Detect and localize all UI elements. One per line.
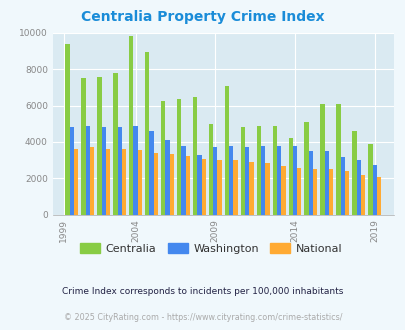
Bar	[161, 101, 165, 214]
Bar	[296, 168, 301, 214]
Bar	[85, 125, 90, 214]
Bar	[81, 79, 85, 214]
Bar	[276, 146, 281, 214]
Bar	[328, 170, 333, 214]
Bar	[272, 125, 276, 214]
Bar	[153, 153, 158, 215]
Bar	[117, 127, 121, 214]
Bar	[101, 127, 106, 214]
Bar	[304, 122, 308, 214]
Bar	[320, 104, 324, 214]
Bar	[113, 73, 117, 215]
Bar	[65, 44, 70, 214]
Bar	[292, 146, 296, 214]
Bar	[165, 140, 169, 214]
Bar	[213, 148, 217, 214]
Bar	[335, 104, 340, 214]
Text: Centralia Property Crime Index: Centralia Property Crime Index	[81, 10, 324, 24]
Bar	[256, 125, 260, 214]
Bar	[376, 177, 380, 214]
Bar	[367, 144, 372, 214]
Bar	[356, 160, 360, 214]
Bar	[372, 165, 376, 214]
Bar	[344, 171, 348, 214]
Bar	[352, 131, 356, 214]
Bar	[224, 85, 228, 214]
Bar	[133, 125, 137, 214]
Bar	[308, 151, 312, 214]
Bar	[208, 124, 213, 214]
Bar	[217, 160, 221, 214]
Bar	[312, 170, 317, 214]
Bar	[177, 99, 181, 214]
Bar	[137, 150, 142, 214]
Bar	[129, 36, 133, 214]
Bar	[169, 154, 174, 214]
Bar	[106, 149, 110, 214]
Bar	[249, 162, 253, 214]
Bar	[264, 163, 269, 214]
Bar	[245, 148, 249, 214]
Text: Crime Index corresponds to incidents per 100,000 inhabitants: Crime Index corresponds to incidents per…	[62, 287, 343, 296]
Bar	[233, 160, 237, 214]
Bar	[185, 156, 190, 214]
Text: © 2025 CityRating.com - https://www.cityrating.com/crime-statistics/: © 2025 CityRating.com - https://www.city…	[64, 314, 341, 322]
Bar	[74, 149, 78, 214]
Legend: Centralia, Washington, National: Centralia, Washington, National	[76, 239, 345, 258]
Bar	[240, 127, 245, 214]
Bar	[197, 154, 201, 214]
Bar	[149, 131, 153, 214]
Bar	[90, 148, 94, 214]
Bar	[281, 166, 285, 214]
Bar	[70, 127, 74, 214]
Bar	[181, 146, 185, 214]
Bar	[122, 149, 126, 214]
Bar	[97, 78, 101, 214]
Bar	[192, 97, 197, 214]
Bar	[340, 157, 344, 214]
Bar	[260, 146, 264, 214]
Bar	[228, 146, 233, 214]
Bar	[360, 175, 364, 215]
Bar	[324, 151, 328, 214]
Bar	[201, 159, 205, 214]
Bar	[288, 138, 292, 214]
Bar	[145, 52, 149, 214]
